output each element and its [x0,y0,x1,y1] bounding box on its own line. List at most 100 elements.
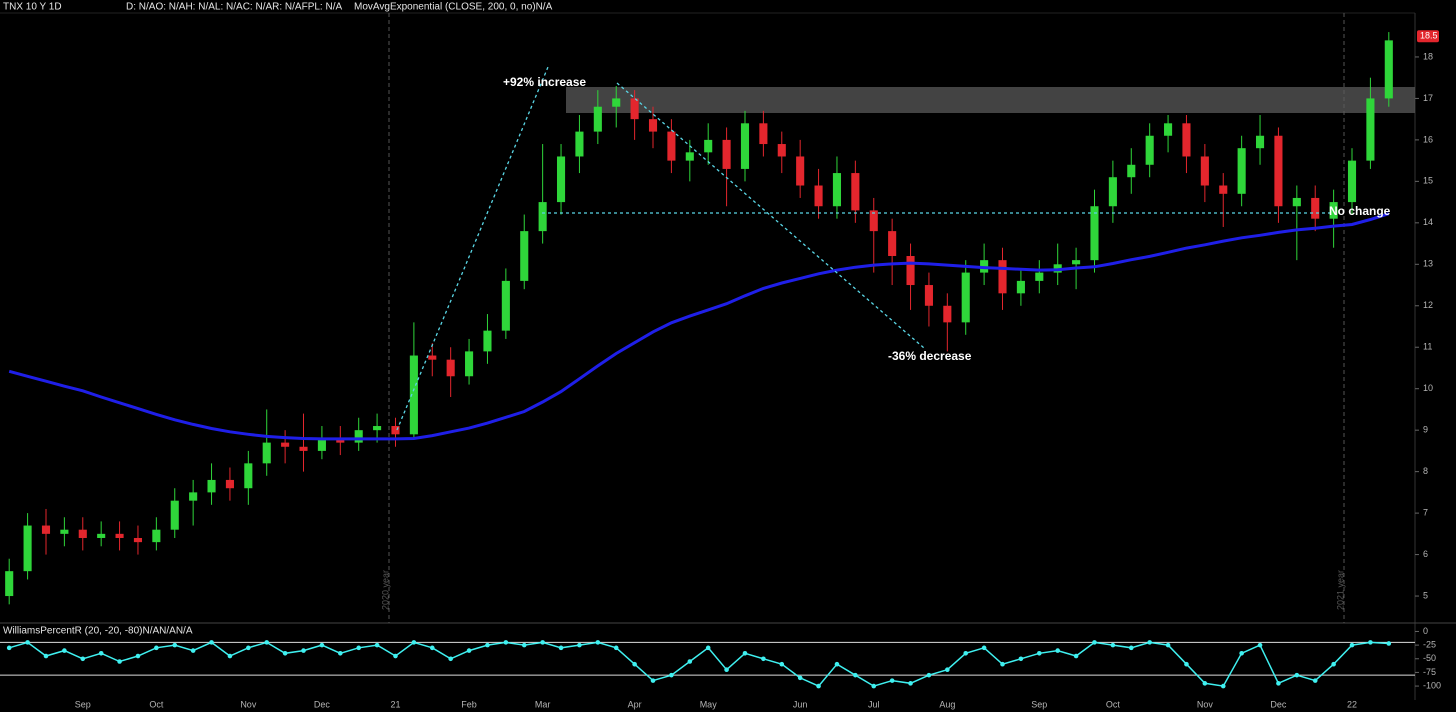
indicator-point [264,640,270,645]
indicator-line [8,641,1389,688]
x-tick-label: Jul [868,699,880,709]
indicator-point [577,642,582,648]
candle-body [961,272,970,323]
x-tick-label: Sep [75,699,91,709]
indicator-point [724,667,729,672]
candle-body [906,256,915,286]
candle-body [1237,148,1246,194]
indicator-point [374,642,380,648]
indicator-point [6,645,12,651]
indicator-point [1257,642,1263,648]
candle-body [759,123,768,145]
indicator-point [595,640,601,645]
candle-body [189,492,198,501]
indicator-point [761,656,766,662]
indicator-point [411,640,417,645]
candle-body [777,144,786,157]
candle-body [152,529,161,543]
candle-body [1255,135,1265,149]
y-tick-label: -50 [1423,653,1436,663]
indicator-point [1349,642,1355,648]
indicator-point [62,648,67,653]
candle-body [685,152,694,161]
indicator-point [1312,678,1318,683]
candle-body [1311,197,1320,219]
indicator-point [135,653,141,659]
x-tick-label: Dec [314,699,331,709]
indicator-point [80,656,86,662]
x-tick-label: Aug [939,699,955,709]
candle-body [1347,160,1357,203]
candle-body [722,139,731,169]
x-tick-label: 22 [1347,699,1357,709]
candle-body [1274,135,1283,207]
candle-body [520,231,529,281]
indicator-point [1073,653,1079,659]
candle-body [60,529,69,534]
candle-body [409,355,418,435]
candle-body [1035,272,1044,281]
resistance-zone [566,87,1415,113]
candle-body [262,442,271,464]
x-tick-label: Dec [1270,699,1287,709]
candle-body [446,359,455,377]
indicator-point [981,645,987,651]
indicator-legend: WilliamsPercentR (20, -20, -80)N/AN/AN/A [3,626,193,637]
candle-body [354,430,363,443]
price-tag [1417,30,1439,43]
candle-body [814,185,823,207]
indicator-point [558,645,564,651]
indicator-point [190,648,196,653]
candle-body [317,438,326,451]
candle-body [391,426,400,435]
x-tick-label: Oct [149,699,164,709]
indicator-point [319,642,325,648]
indicator-point [889,678,895,683]
candle-body [648,119,658,132]
indicator-point [853,672,858,678]
indicator-point [742,651,748,656]
candle-body [299,446,308,451]
candle-body [630,98,639,120]
indicator-point [43,653,49,659]
indicator-point [926,672,932,678]
y-tick-label: -75 [1423,667,1436,677]
indicator-point [1331,661,1336,667]
annotation: No change [1329,204,1391,218]
indicator-point [154,645,159,651]
candle-body [281,442,290,447]
candle-body [1108,177,1117,207]
candle-body [5,571,14,597]
indicator-point [1184,661,1189,667]
y-tick-label: 5 [1423,590,1428,600]
candle-body [888,231,897,257]
indicator-point [705,645,711,651]
trend-line [616,82,925,349]
x-tick-label: Nov [1197,699,1214,709]
indicator-point [632,661,637,667]
candle-body [1384,40,1393,99]
candle-body [832,173,842,207]
info-line: D: N/AO: N/AH: N/AL: N/AC: N/AR: N/AFPL:… [126,2,342,13]
x-tick-label: May [700,699,718,709]
candle-body [78,529,87,538]
indicator-point [393,653,398,659]
indicator-point [613,645,619,651]
candle-body [1016,280,1025,294]
indicator-point [669,672,674,678]
price-tag-label: 18.5 [1420,31,1438,41]
candle-body [1219,185,1228,194]
indicator-point [301,648,306,653]
candle-body [1127,164,1136,178]
indicator-point [1147,640,1152,645]
ema-line [8,212,1390,441]
indicator-point [540,640,545,645]
indicator-point [1037,651,1042,656]
candle-body [170,500,179,530]
indicator-point [429,645,435,651]
candle-body [97,533,106,538]
y-tick-label: 15 [1423,176,1433,186]
indicator-point [246,645,251,651]
indicator-point [1128,645,1134,651]
